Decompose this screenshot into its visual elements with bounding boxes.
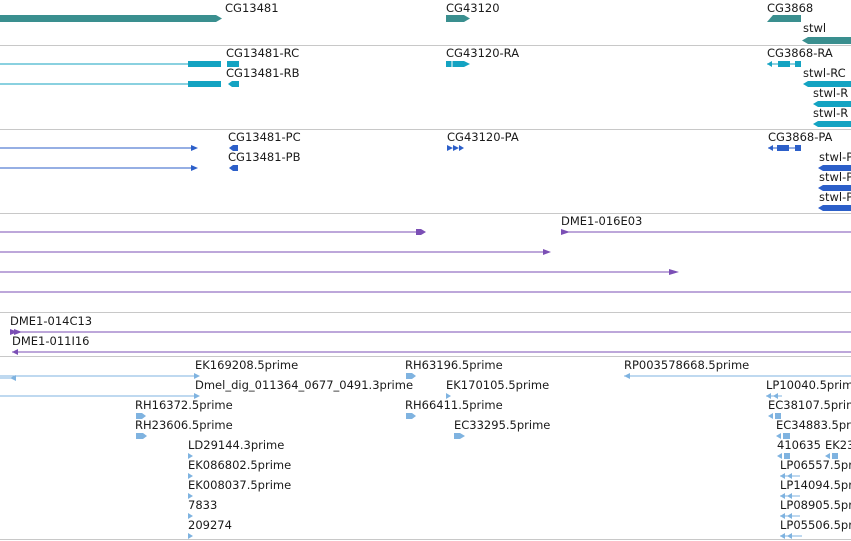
est-label: LP06557.5prime — [780, 458, 851, 472]
protein-label: CG43120-PA — [447, 130, 519, 144]
est-feature-209274[interactable]: 209274 — [188, 518, 232, 539]
gene-label: CG3868 — [767, 1, 813, 15]
est-feature-ek169208[interactable]: EK169208.5prime — [0, 358, 298, 379]
transcript-feature-cg3868-ra[interactable]: CG3868-RA — [767, 46, 833, 67]
transcript-label: stwl-R — [813, 106, 848, 120]
gene-feature-cg3868[interactable]: CG3868 — [767, 1, 813, 22]
protein-label: stwl-P — [819, 170, 851, 184]
clone-label: DME1-011I16 — [12, 334, 90, 348]
est-label: EC33295.5prime — [454, 418, 550, 432]
est-feature-dmel-dig[interactable]: Dmel_dig_011364_0677_0491.3prime — [0, 378, 413, 399]
est-label: RH66411.5prime — [405, 398, 503, 412]
est-label: Dmel_dig_011364_0677_0491.3prime — [195, 378, 413, 392]
clone-feature[interactable] — [0, 229, 426, 235]
protein-track: CG13481-PC CG13481-PB CG43120-PA CG3868-… — [0, 130, 851, 211]
est-feature-ec33295[interactable]: EC33295.5prime — [454, 418, 550, 439]
est-label: LP05506.5prime — [780, 518, 851, 532]
transcript-label: stwl-R — [813, 86, 848, 100]
est-label: 410635 — [777, 438, 821, 452]
transcript-label: CG3868-RA — [767, 46, 833, 60]
est-label: EC38107.5prime — [768, 398, 851, 412]
transcript-feature-stwl-r1[interactable]: stwl-R — [813, 86, 851, 107]
gene-label: CG13481 — [225, 1, 279, 15]
est-feature-ek086802[interactable]: EK086802.5prime — [188, 458, 291, 479]
gene-label: stwl — [803, 21, 826, 35]
est-label: 7833 — [188, 498, 217, 512]
est-label: EK008037.5prime — [188, 478, 291, 492]
est-feature-lp05506[interactable]: LP05506.5prime — [780, 518, 851, 539]
protein-label: stwl-P — [819, 190, 851, 204]
gene-feature-stwl[interactable]: stwl — [802, 21, 851, 44]
est-label: RH63196.5prime — [405, 358, 503, 372]
protein-label: stwl-P — [819, 150, 851, 164]
protein-feature-cg3868-pa[interactable]: CG3868-PA — [768, 130, 833, 151]
est-feature-lp10040[interactable]: LP10040.5prime — [766, 378, 851, 399]
protein-feature-stwl-p1[interactable]: stwl-P — [818, 150, 851, 171]
transcript-label: CG13481-RC — [226, 46, 299, 60]
clone-feature-dme1-016e03[interactable]: DME1-016E03 — [561, 214, 851, 235]
est-label: EK170105.5prime — [446, 378, 549, 392]
clone-track-2: DME1-014C13 DME1-011I16 — [10, 314, 851, 355]
est-feature-rp003578668[interactable]: RP003578668.5prime — [624, 358, 851, 379]
est-label: LP08905.5prime — [780, 498, 851, 512]
est-feature-410635[interactable]: 410635 — [777, 438, 821, 459]
est-label: RH23606.5prime — [135, 418, 233, 432]
gene-label: CG43120 — [446, 1, 500, 15]
protein-feature-stwl-p2[interactable]: stwl-P — [818, 170, 851, 191]
est-feature-ec38107[interactable]: EC38107.5prime — [768, 398, 851, 419]
transcript-label: CG43120-RA — [446, 46, 519, 60]
est-track: EK169208.5prime Dmel_dig_011364_0677_049… — [0, 358, 851, 539]
est-feature-rh66411[interactable]: RH66411.5prime — [405, 398, 503, 419]
est-feature-rh63196[interactable]: RH63196.5prime — [405, 358, 503, 379]
est-feature-ek008037[interactable]: EK008037.5prime — [188, 478, 291, 499]
protein-label: CG3868-PA — [768, 130, 833, 144]
gene-feature-cg13481[interactable]: CG13481 — [0, 1, 279, 22]
protein-feature-cg43120-pa[interactable]: CG43120-PA — [447, 130, 519, 151]
protein-label: CG13481-PB — [228, 150, 301, 164]
transcript-label: CG13481-RB — [226, 66, 300, 80]
track-dividers — [0, 45, 851, 540]
transcript-label: stwl-RC — [803, 66, 846, 80]
est-feature-ek170105[interactable]: EK170105.5prime — [446, 378, 549, 399]
est-feature-rh23606[interactable]: RH23606.5prime — [135, 418, 233, 439]
clone-feature-dme1-014c13[interactable]: DME1-014C13 — [10, 314, 851, 335]
clone-label: DME1-014C13 — [10, 314, 92, 328]
protein-label: CG13481-PC — [228, 130, 301, 144]
est-feature-7833[interactable]: 7833 — [188, 498, 217, 519]
protein-feature-cg13481-pc[interactable]: CG13481-PC — [0, 130, 301, 151]
transcript-track: CG13481-RC CG13481-RB CG43120-RA CG3868-… — [0, 46, 851, 127]
gene-track: CG13481 CG43120 CG3868 stwl — [0, 1, 851, 44]
est-feature-ek23[interactable]: EK23 — [825, 438, 851, 459]
transcript-feature-stwl-r2[interactable]: stwl-R — [813, 106, 851, 127]
est-label: LP14094.5prime — [780, 478, 851, 492]
est-label: EK086802.5prime — [188, 458, 291, 472]
gene-feature-cg43120[interactable]: CG43120 — [446, 1, 500, 22]
clone-feature-dme1-011i16[interactable]: DME1-011I16 — [12, 334, 851, 355]
clone-label: DME1-016E03 — [561, 214, 642, 228]
est-feature-ec34883[interactable]: EC34883.5prime — [776, 418, 851, 439]
transcript-feature-stwl-rc[interactable]: stwl-RC — [803, 66, 851, 87]
est-label: 209274 — [188, 518, 232, 532]
est-label: EK169208.5prime — [195, 358, 298, 372]
est-feature-rh16372[interactable]: RH16372.5prime — [135, 398, 233, 419]
est-label: RH16372.5prime — [135, 398, 233, 412]
est-feature-lp06557[interactable]: LP06557.5prime — [780, 458, 851, 479]
est-label: LD29144.3prime — [188, 438, 284, 452]
clone-feature[interactable] — [0, 249, 551, 255]
est-label: EC34883.5prime — [776, 418, 851, 432]
transcript-feature-cg13481-rb[interactable]: CG13481-RB — [0, 66, 300, 87]
est-label: RP003578668.5prime — [624, 358, 749, 372]
est-label: LP10040.5prime — [766, 378, 851, 392]
est-label: EK23 — [825, 438, 851, 452]
transcript-feature-cg13481-rc[interactable]: CG13481-RC — [0, 46, 299, 67]
protein-feature-stwl-p3[interactable]: stwl-P — [818, 190, 851, 211]
protein-feature-cg13481-pb[interactable]: CG13481-PB — [0, 150, 301, 171]
est-feature-lp08905[interactable]: LP08905.5prime — [780, 498, 851, 519]
est-feature-ld29144[interactable]: LD29144.3prime — [188, 438, 284, 459]
est-feature-lp14094[interactable]: LP14094.5prime — [780, 478, 851, 499]
transcript-feature-cg43120-ra[interactable]: CG43120-RA — [446, 46, 519, 67]
clone-feature[interactable] — [0, 269, 679, 275]
clone-track: DME1-016E03 — [0, 214, 851, 293]
